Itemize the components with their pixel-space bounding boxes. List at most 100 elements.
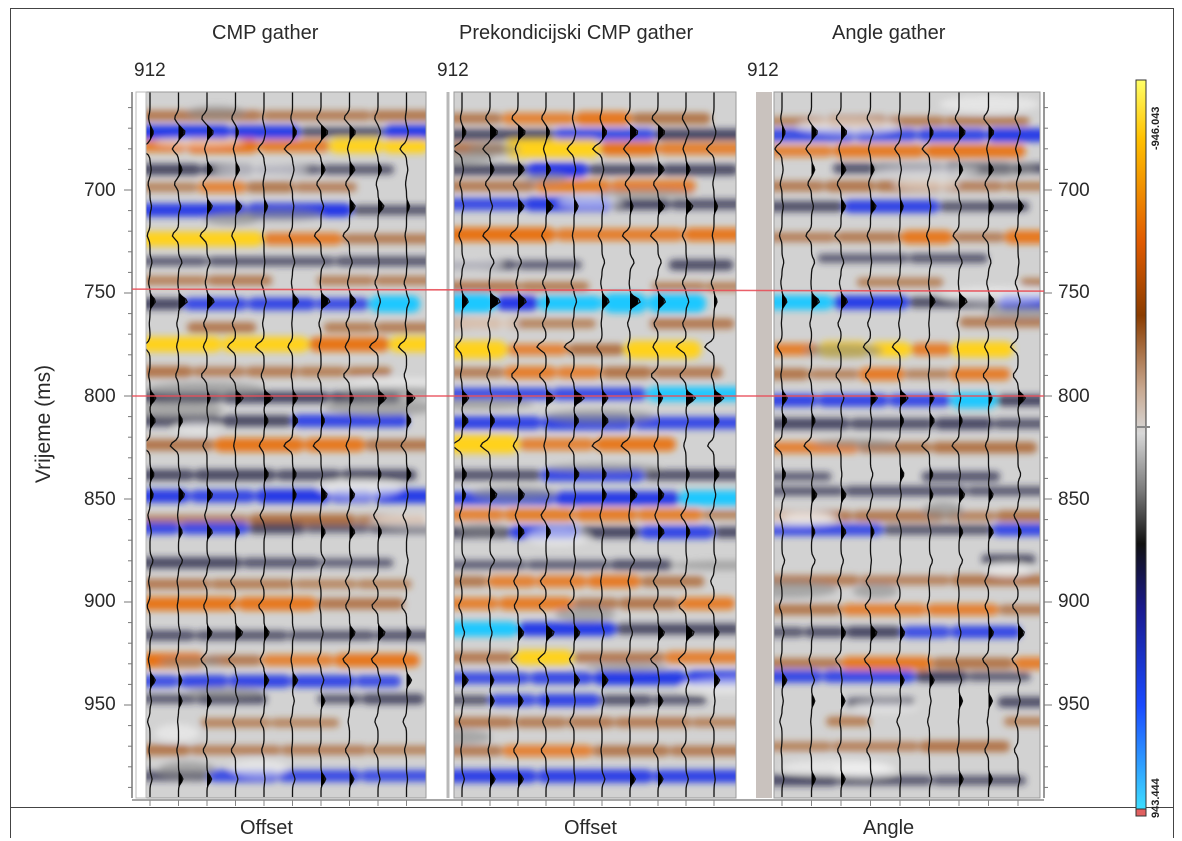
amplitude-band (579, 526, 640, 539)
amplitude-band (371, 110, 426, 121)
wiggle-lobe (378, 161, 381, 178)
trace-label-preconditioned: 912 (437, 60, 469, 81)
amplitude-band (298, 366, 347, 377)
wiggle-lobe (518, 624, 523, 641)
amplitude-band (644, 469, 736, 481)
amplitude-band (305, 523, 370, 533)
wiggle-lobe (150, 124, 153, 141)
wiggle-lobe (490, 692, 494, 709)
texture-blob (985, 304, 1040, 319)
amplitude-band (196, 694, 268, 705)
amplitude-band (249, 513, 355, 526)
amplitude-band (382, 138, 426, 154)
panel-title-cmp: CMP gather (212, 22, 319, 44)
wiggle-lobe (349, 161, 354, 178)
wiggle-lobe (207, 486, 212, 503)
texture-blob (187, 686, 264, 697)
amplitude-band (774, 418, 850, 430)
wiggle-trace (891, 92, 909, 797)
y-tick-left-850: 850 (84, 489, 116, 510)
amplitude-band (651, 282, 706, 291)
wiggle-lobe (349, 523, 354, 540)
amplitude-band (637, 508, 703, 521)
wiggle-lobe (490, 161, 494, 178)
wiggle-lobe (150, 390, 155, 407)
amplitude-band (454, 164, 528, 176)
amplitude-band (146, 694, 197, 704)
amplitude-band (841, 603, 927, 616)
wiggle-lobe (658, 198, 664, 215)
amplitude-band (931, 441, 1038, 454)
texture-blob (557, 197, 623, 208)
amplitude-band (587, 575, 641, 589)
wiggle-lobe (686, 198, 692, 215)
amplitude-band (600, 695, 653, 706)
amplitude-band (221, 415, 293, 427)
wiggle-lobe (841, 486, 845, 503)
amplitude-band (624, 340, 702, 359)
wiggle-lobe (406, 624, 411, 641)
amplitude-band (809, 369, 860, 379)
amplitude-band (774, 627, 805, 637)
amplitude-band (882, 525, 993, 535)
amplitude-band (146, 579, 211, 590)
amplitude-band (317, 598, 405, 610)
wiggle-lobe (841, 624, 845, 641)
wiggle-trace (169, 92, 189, 797)
wiggle-lobe (811, 124, 817, 141)
wiggle-lobe (811, 412, 815, 429)
wiggle-lobe (602, 293, 608, 310)
wiggle-lobe (349, 124, 355, 141)
amplitude-band (258, 139, 330, 153)
amplitude-band (640, 576, 705, 587)
wiggle-lobe (490, 486, 496, 503)
y-axis-title: Vrijeme (ms) (32, 364, 55, 484)
amplitude-band (146, 557, 243, 569)
amplitude-band (552, 387, 647, 400)
amplitude-band (601, 366, 652, 379)
y-tick-right-800: 800 (1058, 386, 1090, 407)
texture-blob (853, 701, 919, 713)
panel-title-preconditioned: Prekondicijski CMP gather (459, 22, 694, 44)
frame-right-stub (1173, 808, 1174, 838)
amplitude-band (261, 654, 335, 667)
panel-border (773, 91, 1041, 799)
amplitude-band (997, 696, 1040, 708)
wiggle-lobe (490, 124, 497, 141)
wiggle-lobe (518, 124, 524, 141)
amplitude-band (852, 510, 945, 522)
amplitude-band (824, 180, 876, 192)
wiggle-lobe (686, 523, 690, 540)
amplitude-band (186, 322, 257, 333)
amplitude-band (495, 296, 539, 311)
amplitude-band (365, 439, 426, 451)
wiggle-lobe (490, 771, 495, 788)
frame-left-stub (10, 808, 11, 838)
x-axis-label-cmp: Offset (240, 817, 293, 839)
wiggle-lobe (349, 293, 355, 310)
amplitude-band (245, 366, 299, 377)
wiggle-lobe (630, 672, 633, 689)
wiggle-lobe (264, 198, 267, 215)
wiggle-lobe (178, 486, 184, 503)
wiggle-lobe (378, 198, 383, 215)
amplitude-band (487, 575, 537, 588)
texture-blob (229, 759, 288, 777)
amplitude-band (300, 127, 385, 138)
amplitude-band (146, 515, 250, 525)
y-tick-left-950: 950 (84, 694, 116, 715)
wiggle-lobe (811, 293, 818, 310)
amplitude-band (832, 741, 920, 752)
amplitude-band (774, 486, 845, 496)
amplitude-band (856, 277, 944, 287)
wiggle-lobe (714, 390, 722, 407)
wiggle-lobe (207, 771, 211, 788)
amplitude-band (592, 745, 670, 757)
amplitude-band (454, 227, 556, 242)
amplitude-band (504, 508, 576, 521)
wiggle-lobe (264, 412, 268, 429)
amplitude-band (610, 179, 696, 193)
wiggle-lobe (321, 161, 325, 178)
amplitude-band (668, 259, 734, 271)
panel-title-angle: Angle gather (832, 22, 946, 44)
